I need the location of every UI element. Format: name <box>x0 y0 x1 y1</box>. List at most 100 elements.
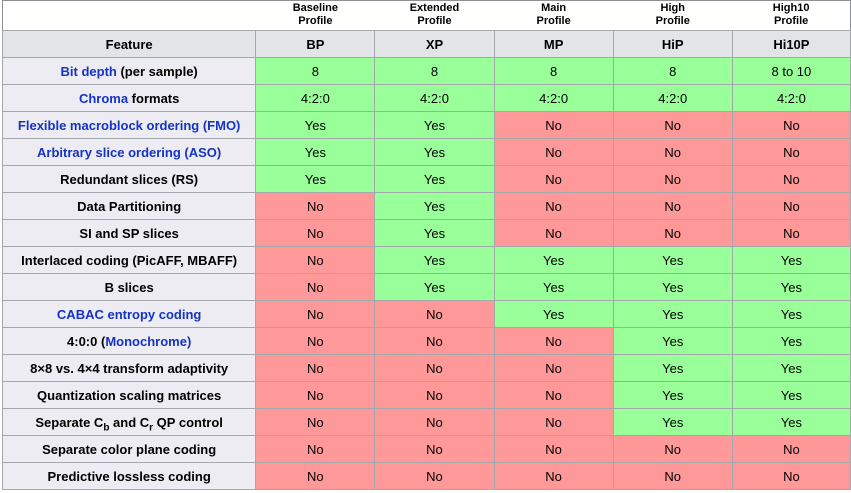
feature-cell: CABAC entropy coding <box>1 300 257 328</box>
value-cell-no: No <box>255 192 376 220</box>
feature-cell: Bit depth (per sample) <box>1 57 257 85</box>
value-cell-yes: 4:2:0 <box>255 84 376 112</box>
corner-blank <box>2 0 256 31</box>
profile-label-high10: High10 Profile <box>732 0 851 31</box>
feature-text: QP control <box>153 414 223 430</box>
value-cell-no: No <box>255 435 376 463</box>
value-cell-no: No <box>493 165 614 193</box>
value-cell-no: No <box>255 408 376 436</box>
value-cell-yes: Yes <box>612 327 733 355</box>
feature-text: formats <box>128 90 180 106</box>
profile-label-baseline: Baseline Profile <box>255 0 375 31</box>
table-row: Predictive lossless coding No No No No No <box>1 462 851 490</box>
value-cell-yes: 4:2:0 <box>731 84 851 112</box>
profile-abbr-mp: MP <box>493 30 614 58</box>
feature-link[interactable]: Arbitrary slice ordering (ASO) <box>37 144 222 160</box>
value-cell-no: No <box>493 111 614 139</box>
feature-text: 8×8 vs. 4×4 transform adaptivity <box>30 360 229 376</box>
feature-text: 4:0:0 ( <box>67 333 106 349</box>
feature-cell: Arbitrary slice ordering (ASO) <box>1 138 257 166</box>
feature-text: and C <box>109 414 150 430</box>
table-row: Chroma formats 4:2:0 4:2:0 4:2:0 4:2:0 4:2:0 <box>1 84 851 112</box>
value-cell-no: No <box>255 462 376 490</box>
value-cell-yes: Yes <box>255 111 376 139</box>
feature-text: Interlaced coding (PicAFF, MBAFF) <box>21 252 238 268</box>
value-cell-no: No <box>493 354 614 382</box>
value-cell-no: No <box>374 408 495 436</box>
table-row: Redundant slices (RS) Yes Yes No No No <box>1 165 851 193</box>
value-cell-no: No <box>612 138 733 166</box>
value-cell-no: No <box>255 327 376 355</box>
table-row: Quantization scaling matrices No No No Yes Ye… <box>1 381 851 409</box>
profile-abbr-xp: XP <box>374 30 495 58</box>
feature-link[interactable]: Chroma <box>78 90 129 106</box>
value-cell-no: No <box>493 192 614 220</box>
value-cell-yes: Yes <box>612 381 733 409</box>
value-cell-no: No <box>731 435 851 463</box>
value-cell-no: No <box>374 327 495 355</box>
value-cell-no: No <box>493 327 614 355</box>
value-cell-no: No <box>612 192 733 220</box>
value-cell-yes: Yes <box>612 273 733 301</box>
feature-text: Separate C <box>35 414 104 430</box>
feature-link[interactable]: ) <box>186 333 192 349</box>
value-cell-no: No <box>493 462 614 490</box>
feature-link[interactable]: Flexible macroblock ordering (FMO) <box>17 117 241 133</box>
value-cell-yes: 8 <box>612 57 733 85</box>
table-row: Arbitrary slice ordering (ASO) Yes Yes No No… <box>1 138 851 166</box>
feature-cell: SI and SP slices <box>1 219 257 247</box>
value-cell-yes: Yes <box>374 192 495 220</box>
value-cell-no: No <box>255 381 376 409</box>
value-cell-no: No <box>731 165 851 193</box>
profile-abbr-hip: HiP <box>612 30 733 58</box>
value-cell-yes: 8 <box>255 57 376 85</box>
value-cell-yes: Yes <box>374 138 495 166</box>
value-cell-yes: 8 <box>493 57 614 85</box>
feature-link[interactable]: Monochrome <box>105 333 187 349</box>
value-cell-no: No <box>731 462 851 490</box>
feature-cell: Separate color plane coding <box>1 435 257 463</box>
profile-label-main: Main Profile <box>494 0 614 31</box>
feature-text: Data Partitioning <box>77 198 182 214</box>
value-cell-no: No <box>374 435 495 463</box>
value-cell-no: No <box>493 408 614 436</box>
value-cell-yes: 4:2:0 <box>374 84 495 112</box>
feature-link[interactable]: CABAC entropy coding <box>56 306 202 322</box>
value-cell-yes: Yes <box>374 111 495 139</box>
value-cell-yes: Yes <box>374 246 495 274</box>
feature-link[interactable]: Bit depth <box>60 63 117 79</box>
value-cell-no: No <box>493 435 614 463</box>
value-cell-no: No <box>612 219 733 247</box>
feature-cell: Interlaced coding (PicAFF, MBAFF) <box>1 246 257 274</box>
value-cell-no: No <box>612 111 733 139</box>
feature-text: B slices <box>104 279 154 295</box>
value-cell-yes: Yes <box>731 327 851 355</box>
value-cell-no: No <box>612 435 733 463</box>
value-cell-yes: Yes <box>493 300 614 328</box>
feature-text: SI and SP slices <box>79 225 179 241</box>
profile-abbr-bp: BP <box>255 30 376 58</box>
table-row: Data Partitioning No Yes No No No <box>1 192 851 220</box>
value-cell-no: No <box>255 246 376 274</box>
feature-text: (per sample) <box>116 63 198 79</box>
value-cell-no: No <box>255 354 376 382</box>
feature-cell: Chroma formats <box>1 84 257 112</box>
value-cell-no: No <box>612 462 733 490</box>
feature-cell: 4:0:0 (Monochrome) <box>1 327 257 355</box>
table-row: CABAC entropy coding No No Yes Yes Yes <box>1 300 851 328</box>
value-cell-no: No <box>493 138 614 166</box>
profile-abbr-hi10p: Hi10P <box>731 30 851 58</box>
table-row: Interlaced coding (PicAFF, MBAFF) No Yes Ye… <box>1 246 851 274</box>
value-cell-no: No <box>255 273 376 301</box>
value-cell-no: No <box>731 111 851 139</box>
value-cell-yes: Yes <box>374 273 495 301</box>
feature-text: Redundant slices (RS) <box>60 171 199 187</box>
feature-cell: Quantization scaling matrices <box>1 381 257 409</box>
table-row: Separate color plane coding No No No No No <box>1 435 851 463</box>
profile-label-high: High Profile <box>613 0 733 31</box>
abbr-header-row: Feature BP XP MP HiP Hi10P <box>1 30 851 58</box>
feature-text-subscript: r <box>149 422 154 434</box>
table-row: Flexible macroblock ordering (FMO) Yes Yes… <box>1 111 851 139</box>
value-cell-yes: Yes <box>255 138 376 166</box>
